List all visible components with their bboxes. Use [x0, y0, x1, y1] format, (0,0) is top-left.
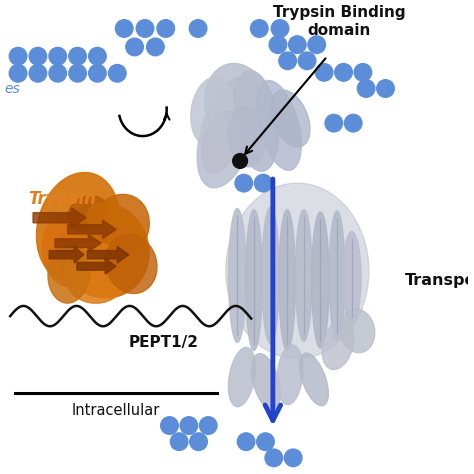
Ellipse shape: [191, 77, 233, 146]
Ellipse shape: [58, 202, 149, 298]
Circle shape: [237, 433, 255, 450]
Ellipse shape: [42, 213, 95, 287]
Circle shape: [289, 36, 306, 54]
Ellipse shape: [300, 353, 328, 406]
Circle shape: [29, 64, 46, 82]
Ellipse shape: [228, 107, 265, 167]
Circle shape: [126, 38, 143, 56]
Ellipse shape: [228, 209, 246, 342]
Circle shape: [89, 64, 106, 82]
Ellipse shape: [64, 243, 129, 303]
Circle shape: [265, 449, 283, 466]
Ellipse shape: [322, 320, 354, 370]
Circle shape: [49, 64, 66, 82]
Circle shape: [89, 47, 106, 65]
Circle shape: [335, 64, 352, 81]
Ellipse shape: [87, 203, 124, 233]
FancyArrow shape: [55, 234, 101, 252]
Circle shape: [170, 433, 188, 450]
Ellipse shape: [68, 196, 107, 230]
Ellipse shape: [340, 309, 375, 353]
Ellipse shape: [252, 354, 280, 410]
Ellipse shape: [256, 81, 301, 170]
Text: Trypsin: Trypsin: [28, 190, 97, 208]
Circle shape: [233, 154, 247, 168]
Text: PEPT1/2: PEPT1/2: [129, 335, 199, 350]
Ellipse shape: [226, 183, 369, 359]
Circle shape: [136, 20, 154, 37]
Circle shape: [190, 433, 207, 450]
Ellipse shape: [105, 234, 157, 293]
Circle shape: [116, 20, 133, 37]
Circle shape: [279, 52, 296, 70]
Ellipse shape: [201, 110, 241, 173]
Circle shape: [29, 47, 46, 65]
Ellipse shape: [205, 64, 270, 146]
Circle shape: [271, 20, 289, 37]
Circle shape: [315, 64, 333, 81]
FancyArrow shape: [87, 246, 129, 263]
Circle shape: [354, 64, 372, 81]
Circle shape: [325, 114, 343, 132]
Ellipse shape: [197, 77, 259, 188]
Circle shape: [284, 449, 302, 466]
Text: es: es: [4, 82, 20, 95]
Text: Transporte: Transporte: [404, 273, 474, 288]
Circle shape: [49, 47, 66, 65]
Circle shape: [377, 80, 394, 97]
Circle shape: [200, 417, 217, 434]
Text: Trypsin Binding
domain: Trypsin Binding domain: [273, 5, 405, 38]
Ellipse shape: [90, 194, 149, 260]
Ellipse shape: [343, 232, 361, 324]
Circle shape: [146, 38, 164, 56]
Ellipse shape: [295, 210, 312, 341]
Ellipse shape: [48, 243, 90, 303]
Circle shape: [269, 36, 287, 54]
Circle shape: [345, 114, 362, 132]
FancyArrow shape: [68, 220, 116, 238]
Ellipse shape: [36, 173, 119, 282]
Circle shape: [161, 417, 178, 434]
Ellipse shape: [329, 211, 345, 340]
Ellipse shape: [279, 210, 295, 350]
FancyArrow shape: [77, 258, 116, 274]
Ellipse shape: [311, 212, 329, 348]
Circle shape: [69, 64, 86, 82]
Ellipse shape: [233, 71, 279, 171]
Circle shape: [109, 64, 126, 82]
Text: Intracellular: Intracellular: [72, 403, 160, 418]
Ellipse shape: [228, 347, 255, 407]
Circle shape: [255, 174, 272, 192]
Circle shape: [257, 433, 274, 450]
Ellipse shape: [262, 208, 279, 344]
Circle shape: [9, 47, 27, 65]
Circle shape: [308, 36, 326, 54]
Ellipse shape: [246, 210, 262, 350]
Ellipse shape: [271, 90, 310, 147]
Circle shape: [9, 64, 27, 82]
Circle shape: [189, 20, 207, 37]
Circle shape: [157, 20, 174, 37]
Ellipse shape: [277, 345, 303, 405]
Circle shape: [357, 80, 375, 97]
Circle shape: [235, 174, 253, 192]
FancyArrow shape: [49, 246, 84, 263]
Circle shape: [180, 417, 198, 434]
FancyArrow shape: [33, 208, 86, 228]
Circle shape: [298, 52, 316, 70]
Circle shape: [69, 47, 86, 65]
Circle shape: [250, 20, 268, 37]
